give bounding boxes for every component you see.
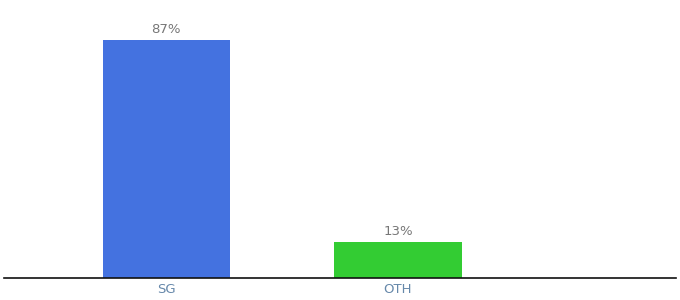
- Text: 87%: 87%: [152, 23, 181, 36]
- Bar: [103, 40, 230, 278]
- Text: 13%: 13%: [383, 225, 413, 238]
- Bar: [334, 242, 462, 278]
